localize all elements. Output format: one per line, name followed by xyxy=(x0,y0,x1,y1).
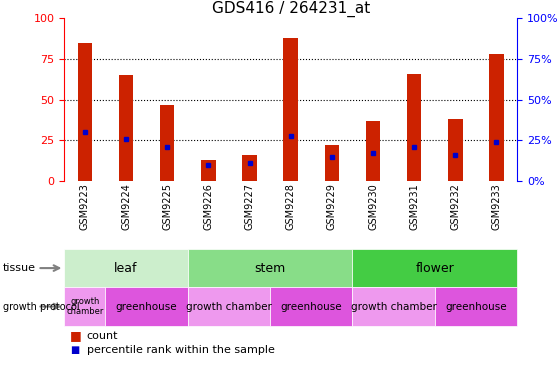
Text: GSM9231: GSM9231 xyxy=(409,183,419,230)
Text: GSM9226: GSM9226 xyxy=(203,183,214,230)
Bar xyxy=(119,75,133,181)
Text: growth protocol: growth protocol xyxy=(3,302,79,311)
Text: GSM9228: GSM9228 xyxy=(286,183,296,230)
Bar xyxy=(64,287,106,326)
Text: GSM9233: GSM9233 xyxy=(491,183,501,230)
Text: growth chamber: growth chamber xyxy=(350,302,437,311)
Text: tissue: tissue xyxy=(3,263,36,273)
Bar xyxy=(352,287,435,326)
Text: greenhouse: greenhouse xyxy=(445,302,506,311)
Bar xyxy=(352,249,517,287)
Text: GSM9229: GSM9229 xyxy=(327,183,337,230)
Text: GSM9223: GSM9223 xyxy=(80,183,90,230)
Bar xyxy=(407,74,421,181)
Text: GSM9224: GSM9224 xyxy=(121,183,131,230)
Text: GSM9225: GSM9225 xyxy=(162,183,172,230)
Text: GSM9230: GSM9230 xyxy=(368,183,378,230)
Text: flower: flower xyxy=(415,262,454,274)
Bar xyxy=(242,155,257,181)
Text: percentile rank within the sample: percentile rank within the sample xyxy=(87,344,274,355)
Text: GSM9232: GSM9232 xyxy=(451,183,460,230)
Text: greenhouse: greenhouse xyxy=(281,302,342,311)
Text: GSM9227: GSM9227 xyxy=(244,183,254,230)
Bar xyxy=(78,43,92,181)
Bar xyxy=(489,54,504,181)
Text: greenhouse: greenhouse xyxy=(116,302,177,311)
Text: count: count xyxy=(87,331,118,341)
Text: ■: ■ xyxy=(70,329,82,343)
Bar xyxy=(64,249,188,287)
Title: GDS416 / 264231_at: GDS416 / 264231_at xyxy=(211,1,370,17)
Bar xyxy=(201,160,216,181)
Bar xyxy=(160,105,174,181)
Bar xyxy=(188,249,352,287)
Bar xyxy=(448,119,462,181)
Bar xyxy=(188,287,270,326)
Text: leaf: leaf xyxy=(114,262,138,274)
Bar xyxy=(325,145,339,181)
Bar xyxy=(283,38,298,181)
Bar xyxy=(435,287,517,326)
Bar xyxy=(270,287,352,326)
Bar xyxy=(106,287,188,326)
Text: growth chamber: growth chamber xyxy=(186,302,272,311)
Text: stem: stem xyxy=(254,262,286,274)
Text: ■: ■ xyxy=(70,344,79,355)
Bar xyxy=(366,121,380,181)
Text: growth
chamber: growth chamber xyxy=(66,297,103,316)
